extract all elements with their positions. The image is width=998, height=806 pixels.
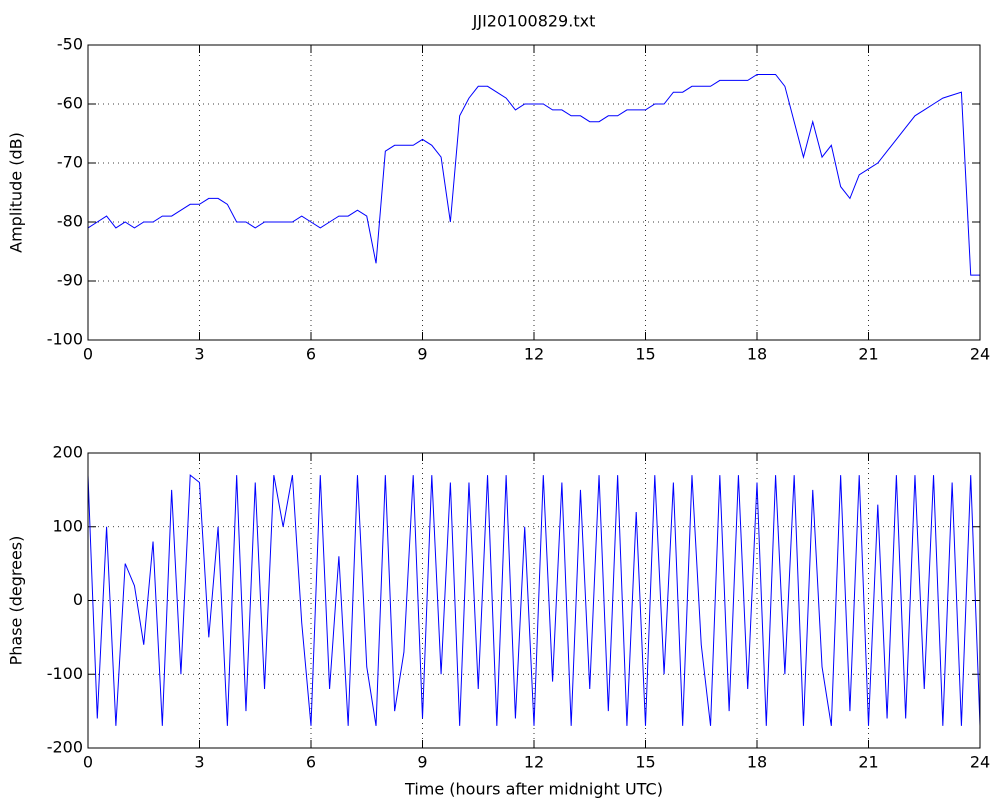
- axes-box: [87, 44, 981, 341]
- x-tick-label: 15: [635, 345, 655, 364]
- y-tick-label: -60: [57, 94, 83, 113]
- axes-box: [87, 452, 981, 749]
- y-tick-label: -80: [57, 212, 83, 231]
- y-tick-label: -200: [47, 738, 83, 757]
- y-tick-label: -50: [57, 35, 83, 54]
- x-tick-label: 3: [194, 345, 204, 364]
- x-tick-label: 6: [306, 345, 316, 364]
- x-tick-label: 18: [747, 345, 767, 364]
- x-tick-label: 3: [194, 753, 204, 772]
- y-tick-label: -90: [57, 271, 83, 290]
- x-tick-label: 9: [417, 345, 427, 364]
- y-tick-label: -100: [47, 664, 83, 683]
- x-tick-label: 9: [417, 753, 427, 772]
- x-tick-label: 24: [970, 345, 990, 364]
- y-tick-label: -100: [47, 330, 83, 349]
- y-tick-label: -70: [57, 153, 83, 172]
- x-tick-label: 21: [858, 345, 878, 364]
- chart-title: JJI20100829.txt: [472, 12, 596, 31]
- x-tick-label: 12: [524, 753, 544, 772]
- y-axis-label: Phase (degrees): [7, 536, 26, 666]
- x-tick-label: 12: [524, 345, 544, 364]
- x-axis-label: Time (hours after midnight UTC): [404, 780, 663, 799]
- x-tick-label: 15: [635, 753, 655, 772]
- y-tick-label: 100: [52, 516, 83, 535]
- x-tick-label: 0: [83, 345, 93, 364]
- data-line: [87, 474, 981, 726]
- x-tick-label: 18: [747, 753, 767, 772]
- y-tick-label: 0: [73, 590, 83, 609]
- data-line: [87, 74, 980, 276]
- x-tick-label: 24: [970, 753, 990, 772]
- y-tick-label: 200: [52, 443, 83, 462]
- y-axis-label: Amplitude (dB): [7, 132, 26, 253]
- x-tick-label: 0: [83, 753, 93, 772]
- x-tick-label: 6: [306, 753, 316, 772]
- x-tick-label: 21: [858, 753, 878, 772]
